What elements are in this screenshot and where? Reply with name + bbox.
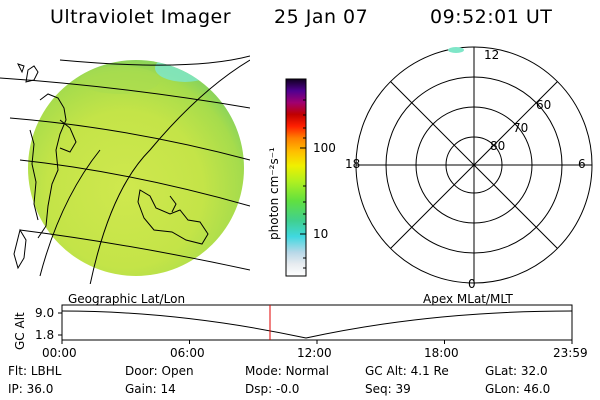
y-tick-1-8: 1.8 xyxy=(35,328,54,342)
polar-grid xyxy=(355,46,593,284)
x-tick-0600: 06:00 xyxy=(170,346,205,360)
mlt-label-6: 6 xyxy=(578,157,586,171)
x-tick-1200: 12:00 xyxy=(297,346,332,360)
mlt-label-18: 18 xyxy=(345,157,360,171)
mlt-label-0: 0 xyxy=(468,277,476,291)
colorbar-minor-ticks xyxy=(303,99,306,269)
mlt-label-12: 12 xyxy=(484,48,499,62)
latlon-grid xyxy=(0,55,250,284)
aurora-cyan-patch xyxy=(155,60,215,82)
status-seq: Seq: 39 xyxy=(365,382,411,396)
status-gain: Gain: 14 xyxy=(125,382,176,396)
gc-alt-axis-label: GC Alt xyxy=(13,312,27,350)
lat-label-80: 80 xyxy=(490,139,505,153)
status-glat: GLat: 32.0 xyxy=(485,364,548,378)
earth-disk xyxy=(28,60,244,276)
coastlines xyxy=(13,63,209,270)
timeline-ticks xyxy=(61,340,573,344)
geographic-map xyxy=(0,55,250,284)
apex-mlat-mlt-label: Apex MLat/MLT xyxy=(423,292,513,306)
geographic-latlon-label: Geographic Lat/Lon xyxy=(68,292,185,306)
x-tick-2359: 23:59 xyxy=(553,346,588,360)
time-label: 09:52:01 UT xyxy=(430,6,553,28)
lat-label-70: 70 xyxy=(513,121,528,135)
status-ip: IP: 36.0 xyxy=(8,382,54,396)
status-door: Door: Open xyxy=(125,364,194,378)
date-label: 25 Jan 07 xyxy=(274,6,369,28)
x-tick-0000: 00:00 xyxy=(42,346,77,360)
colorbar-tick-10: 10 xyxy=(313,227,328,241)
colorbar xyxy=(285,78,307,277)
status-mode: Mode: Normal xyxy=(245,364,329,378)
colorbar-label: photon cm⁻²s⁻¹ xyxy=(267,147,281,240)
polar-aurora-patch xyxy=(448,47,464,53)
x-tick-1800: 18:00 xyxy=(424,346,459,360)
status-glon: GLon: 46.0 xyxy=(485,382,551,396)
status-dsp: Dsp: -0.0 xyxy=(245,382,300,396)
altitude-curve xyxy=(61,310,573,339)
lat-label-60: 60 xyxy=(536,98,551,112)
colorbar-tick-100: 100 xyxy=(313,141,336,155)
status-gc-alt: GC Alt: 4.1 Re xyxy=(365,364,449,378)
status-flt: Flt: LBHL xyxy=(8,364,62,378)
instrument-title: Ultraviolet Imager xyxy=(50,6,232,28)
altitude-timeline xyxy=(58,304,573,344)
y-tick-9: 9.0 xyxy=(35,306,54,320)
